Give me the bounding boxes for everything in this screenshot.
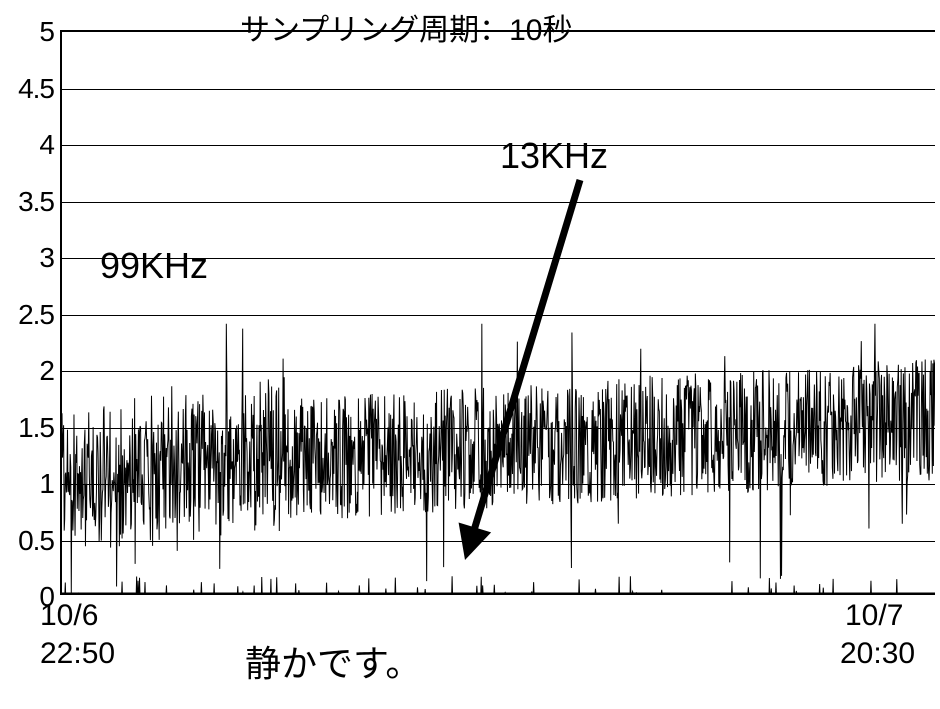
ytick-label: 2.5	[18, 299, 54, 331]
ytick-label: 3.5	[18, 186, 54, 218]
gridline	[62, 484, 935, 485]
gridline	[62, 202, 935, 203]
gridline	[62, 315, 935, 316]
x-start-date: 10/6	[40, 599, 98, 633]
ytick-label: 0.5	[18, 525, 54, 557]
annotation-99khz: 99KHz	[100, 245, 208, 287]
chart-container: 00.511.522.533.544.55 サンプリング周期：10秒 99KHz…	[0, 0, 940, 709]
x-end-date: 10/7	[845, 599, 903, 633]
gridline	[62, 541, 935, 542]
gridline	[62, 371, 935, 372]
signal-plot	[62, 32, 935, 593]
bottom-note: 静かです。	[245, 635, 421, 687]
x-start-time: 22:50	[40, 637, 115, 671]
annotation-13khz: 13KHz	[500, 135, 608, 177]
plot-area: 00.511.522.533.544.55	[60, 30, 935, 595]
chart-title: サンプリング周期：10秒	[240, 5, 572, 49]
ytick-label: 3	[39, 242, 54, 274]
x-end-time: 20:30	[840, 637, 915, 671]
ytick-label: 1.5	[18, 412, 54, 444]
ytick-label: 4	[39, 129, 54, 161]
ytick-label: 2	[39, 355, 54, 387]
gridline	[62, 145, 935, 146]
ytick-label: 1	[39, 468, 54, 500]
gridline	[62, 428, 935, 429]
ytick-label: 5	[39, 16, 54, 48]
ytick-label: 4.5	[18, 73, 54, 105]
gridline	[62, 89, 935, 90]
